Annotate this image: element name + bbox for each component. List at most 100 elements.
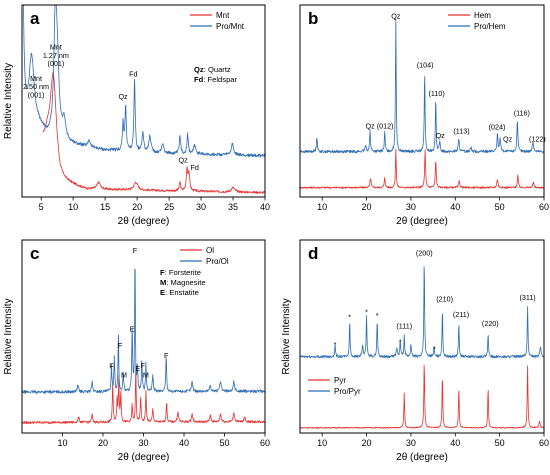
peak-annotation: (210) (436, 294, 453, 303)
peak-annotation: * (348, 313, 351, 322)
x-tick-label: 20 (362, 202, 372, 212)
x-tick-label: 30 (138, 438, 148, 448)
panel-a: 5 10 15 20 25 30 35 40 2θ (degree) Relative Inten… (3, 4, 270, 227)
x-tick-label: 60 (260, 438, 270, 448)
panel-c: 10 20 30 40 50 60 2θ (degree) Relative Intensit… (3, 239, 270, 463)
x-tick-label: 40 (450, 202, 460, 212)
legend-entry: Hem (474, 11, 491, 20)
peak-annotation: (110) (429, 89, 445, 98)
peak-annotation: M (143, 371, 149, 380)
x-tick-label: 25 (164, 202, 174, 212)
peak-annotation: Fd (129, 69, 137, 78)
peak-annotation: Qz (366, 121, 376, 130)
peak-annotation: Qz (391, 12, 401, 21)
x-axis-title: 2θ (degree) (396, 452, 448, 463)
phase-key-entry: E: Enstatite (160, 288, 199, 297)
y-axis-title: Relative Intensity (281, 298, 292, 374)
x-axis-title: 2θ (degree) (118, 452, 170, 463)
legend-entry: Mnt (216, 11, 230, 20)
series-line-ol (22, 363, 265, 424)
legend: Hem Pro/Hem (448, 11, 506, 31)
panel-d: 10 20 30 40 50 60 2θ (degree) Relative Intensit… (281, 239, 549, 463)
peak-annotation: * (399, 337, 402, 346)
x-tick-label: 20 (132, 202, 142, 212)
phase-key-entry: Qz: Quartz (194, 65, 231, 74)
x-tick-label: 60 (539, 438, 549, 448)
peak-annotation: * (433, 344, 436, 353)
x-tick-label: 30 (406, 202, 416, 212)
legend-entry: Pro/Pyr (334, 387, 361, 396)
legend-entry: Pyr (334, 376, 346, 385)
peak-annotation: Mnt 2.50 nm (001) (23, 74, 49, 99)
x-tick-label: 10 (68, 202, 78, 212)
series-line-pro-pyr (300, 266, 544, 359)
peak-annotation: (113) (453, 127, 469, 136)
series-line-pro-hem (300, 18, 544, 154)
x-axis-title: 2θ (degree) (396, 216, 448, 227)
peak-annotation: (116) (514, 109, 530, 118)
panel-b: 10 20 30 40 50 60 2θ (degree) b Qz (104) (110) Qz (1… (299, 4, 549, 227)
x-tick-label: 15 (100, 202, 110, 212)
plot-frame (299, 239, 545, 434)
series-line-pyr (300, 364, 544, 429)
plot-frame (21, 239, 266, 434)
panel-letter: b (308, 9, 318, 28)
legend-entry: Pro/Ol (206, 257, 229, 266)
x-tick-label: 10 (317, 202, 327, 212)
peak-annotation: E (130, 325, 135, 334)
peak-annotation: Qz (118, 92, 128, 101)
series-line-mnt (42, 72, 265, 194)
y-axis-title: Relative Intensity (3, 298, 14, 374)
peak-annotation: E (135, 364, 140, 373)
x-tick-label: 20 (98, 438, 108, 448)
peak-annotation: F (164, 351, 169, 360)
peak-annotation: M (121, 371, 127, 380)
x-axis-title: 2θ (degree) (118, 216, 170, 227)
panel-letter: d (308, 244, 318, 263)
panel-letter: a (30, 9, 40, 28)
peak-annotation: (024) (489, 122, 506, 131)
phase-key-entry: M: Magnesite (160, 278, 206, 287)
legend: Ol Pro/Ol (180, 246, 229, 266)
legend-entry: Pro/Hem (474, 22, 506, 31)
legend: Pyr Pro/Pyr (308, 376, 361, 396)
x-tick-label: 30 (406, 438, 416, 448)
x-tick-label: 60 (539, 202, 549, 212)
peak-annotation: F (133, 246, 138, 255)
series-line-pro-mnt (23, 5, 265, 158)
x-tick-label: 35 (228, 202, 238, 212)
peak-annotation: * (334, 340, 337, 349)
peak-annotation: (211) (453, 310, 469, 319)
peak-annotation: Mnt 1.27 nm (001) (43, 43, 69, 68)
panel-letter: c (30, 244, 39, 263)
x-tick-label: 50 (219, 438, 229, 448)
phase-key-entry: F: Forsterite (160, 268, 201, 277)
x-tick-label: 30 (196, 202, 206, 212)
peak-annotation: Qz (179, 155, 189, 164)
phase-key-entry: Fd: Feldspar (194, 75, 238, 84)
x-tick-label: 40 (179, 438, 189, 448)
peak-annotation: * (365, 307, 368, 316)
plot-frame (21, 4, 266, 198)
peak-annotation: Fd (190, 163, 198, 172)
series-line-hem (300, 148, 544, 189)
peak-annotation: Qz (503, 134, 513, 143)
x-tick-label: 20 (362, 438, 372, 448)
peak-annotation: (200) (416, 249, 433, 258)
x-tick-label: 40 (260, 202, 270, 212)
legend-entry: Ol (206, 246, 214, 255)
peak-annotation: Qz (436, 131, 446, 140)
peak-annotation: (104) (417, 61, 434, 70)
x-tick-label: 50 (495, 438, 505, 448)
x-tick-label: 50 (495, 202, 505, 212)
peak-annotation: F (109, 362, 114, 371)
legend: Mnt Pro/Mnt (190, 11, 245, 31)
peak-annotation: (220) (482, 319, 499, 328)
peak-annotation: (111) (396, 322, 412, 331)
plot-frame (299, 4, 545, 198)
peak-annotation: (012) (377, 121, 394, 130)
x-tick-label: 10 (57, 438, 67, 448)
